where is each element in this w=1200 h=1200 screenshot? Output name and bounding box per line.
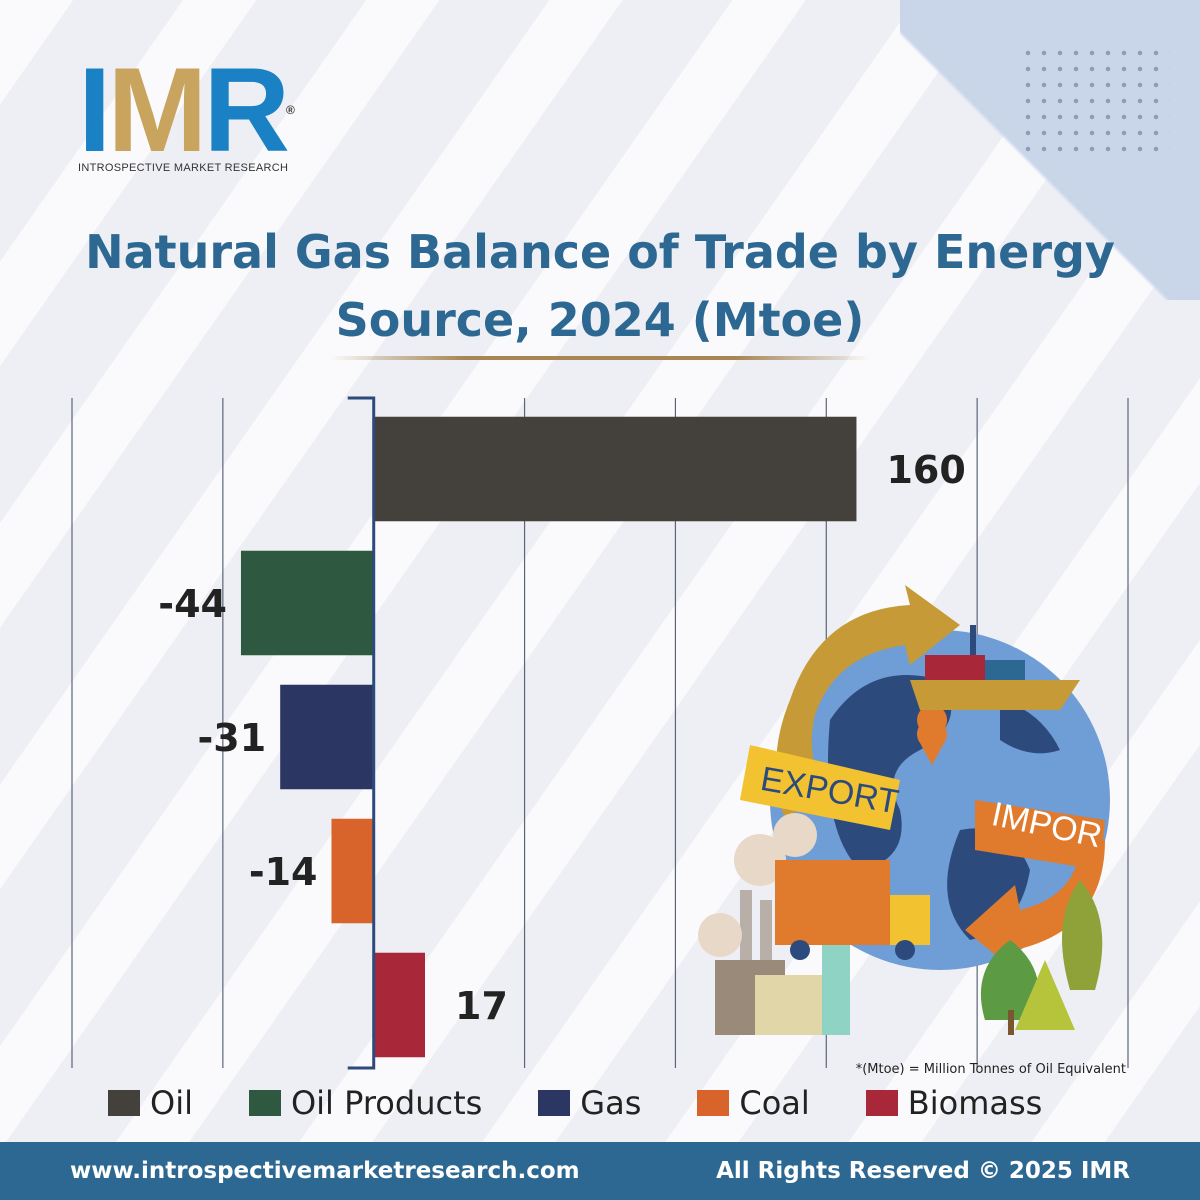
legend-item-oil: Oil [108, 1084, 193, 1122]
truck-icon [775, 860, 890, 945]
zero-axis [347, 396, 376, 1070]
legend-item-coal: Coal [697, 1084, 810, 1122]
legend-label: Coal [739, 1084, 810, 1122]
bar-biomass [373, 952, 426, 1058]
tower-icon [822, 930, 850, 1035]
import-arrow-icon [965, 800, 1105, 975]
chart-title-line1: Natural Gas Balance of Trade by Energy [85, 225, 1115, 279]
bar-coal [331, 818, 374, 924]
legend-label: Gas [580, 1084, 642, 1122]
dot-pattern [1020, 45, 1170, 155]
legend-label: Biomass [907, 1084, 1043, 1122]
legend-swatch [697, 1090, 730, 1116]
logo-letter-m: M [107, 43, 207, 177]
legend-label: Oil Products [290, 1084, 483, 1122]
value-label-coal: -14 [249, 850, 318, 894]
chart-title: Natural Gas Balance of Trade by Energy S… [40, 218, 1160, 354]
footer: www.introspectivemarketresearch.com All … [0, 1142, 1200, 1200]
smoke-icon [734, 834, 786, 886]
legend-item-biomass: Biomass [865, 1084, 1043, 1122]
globe-continents-icon [828, 675, 1060, 940]
location-pin-icon [917, 705, 948, 765]
logo-letter-i: I [78, 43, 111, 177]
value-label-biomass: 17 [455, 984, 508, 1028]
bar-gas [280, 684, 374, 790]
registered-mark: ® [285, 103, 295, 117]
value-labels: 160 -44 -31 -14 17 [158, 448, 965, 1028]
logo-letter-r: R [203, 43, 290, 177]
value-label-gas: -31 [198, 716, 267, 760]
legend-label: Oil [150, 1084, 193, 1122]
tree-icon-2 [1015, 960, 1075, 1030]
trade-illustration: EXPORT IMPOR [698, 585, 1110, 1035]
legend-swatch [248, 1090, 281, 1116]
legend-swatch [108, 1090, 140, 1116]
bar-oil [373, 416, 857, 522]
logo-tagline: INTROSPECTIVE MARKET RESEARCH [78, 162, 289, 174]
legend-swatch [538, 1090, 571, 1116]
tree-icon [980, 940, 1040, 1020]
building-icon [755, 975, 825, 1035]
footnote: *(Mtoe) = Million Tonnes of Oil Equivale… [855, 1062, 1126, 1077]
export-banner-icon [740, 745, 900, 830]
cargo-ship-icon [910, 680, 1080, 710]
legend-item-oil-products: Oil Products [248, 1084, 483, 1122]
chart-legend: Oil Oil Products Gas Coal Biomass [108, 1084, 1098, 1122]
export-arrow-icon [776, 585, 960, 820]
imr-logo: I M R ® INTROSPECTIVE MARKET RESEARCH [78, 43, 295, 177]
chart-title-line2: Source, 2024 (Mtoe) [335, 293, 865, 347]
bars [240, 416, 857, 1058]
copyright: All Rights Reserved © 2025 IMR [716, 1158, 1130, 1184]
bar-oil-products [240, 550, 374, 656]
title-underline [330, 356, 870, 360]
value-label-oil: 160 [886, 448, 965, 492]
website-url[interactable]: www.introspectivemarketresearch.com [70, 1158, 580, 1184]
legend-item-gas: Gas [538, 1084, 641, 1122]
value-label-oil-products: -44 [158, 582, 227, 626]
tree-icon-3 [1062, 880, 1103, 990]
legend-swatch [865, 1090, 898, 1116]
